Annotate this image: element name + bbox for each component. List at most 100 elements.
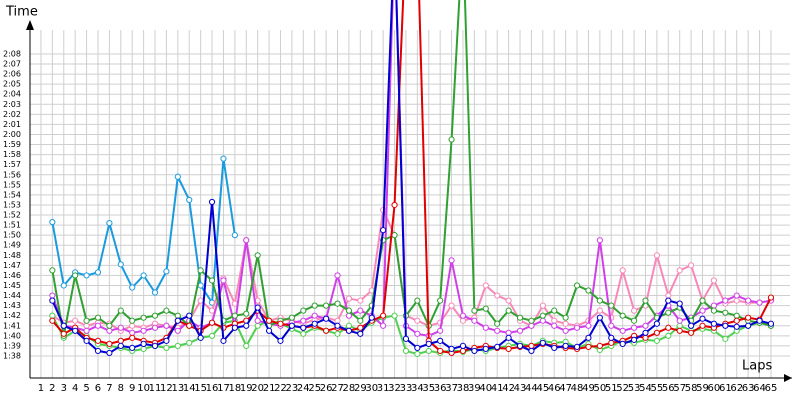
- data-point: [357, 324, 364, 331]
- data-point: [186, 339, 193, 346]
- data-point: [94, 347, 102, 355]
- data-point: [174, 327, 181, 334]
- data-point: [220, 155, 227, 162]
- y-tick-label: 1:55: [3, 180, 21, 189]
- data-point: [323, 327, 330, 334]
- data-point: [562, 314, 569, 321]
- data-point: [676, 300, 683, 307]
- data-point: [471, 307, 478, 314]
- data-point: [710, 302, 718, 309]
- x-tick-label: 59: [696, 383, 709, 394]
- data-point: [334, 317, 341, 324]
- data-point: [357, 307, 364, 314]
- x-tick-label: 1: [38, 383, 44, 394]
- data-point: [208, 277, 216, 284]
- y-axis-arrow: [26, 20, 34, 30]
- data-point: [414, 330, 421, 337]
- data-point: [414, 350, 421, 358]
- data-point: [482, 305, 489, 312]
- y-tick-label: 1:39: [3, 341, 21, 350]
- x-tick-label: 14: [183, 383, 196, 394]
- data-point: [323, 315, 330, 322]
- data-point: [83, 272, 90, 279]
- data-point: [49, 297, 56, 304]
- data-point: [539, 339, 546, 346]
- x-tick-label: 52: [616, 383, 629, 394]
- y-axis-label: Time: [5, 5, 38, 20]
- x-tick-label: 50: [593, 383, 606, 394]
- data-point: [733, 312, 740, 319]
- y-tick-label: 1:57: [3, 160, 21, 169]
- data-point: [494, 292, 501, 299]
- y-tick-label: 1:47: [3, 261, 21, 270]
- x-tick-label: 63: [742, 383, 755, 394]
- x-tick-label: 7: [106, 383, 112, 394]
- data-point: [345, 312, 353, 319]
- y-tick-label: 1:45: [3, 281, 21, 290]
- data-point: [596, 342, 603, 349]
- data-point: [208, 198, 216, 206]
- data-point: [334, 330, 341, 337]
- data-point: [49, 218, 56, 226]
- x-tick-label: 8: [118, 383, 124, 394]
- data-point: [311, 312, 318, 319]
- x-tick-label: 30: [365, 383, 378, 394]
- data-point: [60, 330, 67, 337]
- data-point: [140, 314, 147, 321]
- x-tick-label: 31: [377, 383, 390, 394]
- x-tick-label: 57: [673, 383, 686, 394]
- data-point: [630, 317, 638, 324]
- x-tick-label: 15: [194, 383, 207, 394]
- x-tick-label: 43: [514, 383, 527, 394]
- data-point: [596, 297, 603, 304]
- data-point: [562, 342, 569, 349]
- data-point: [254, 304, 261, 311]
- data-point: [459, 342, 467, 349]
- data-point: [106, 349, 113, 357]
- data-point: [129, 344, 136, 352]
- data-point: [733, 317, 740, 324]
- data-point: [733, 323, 740, 330]
- y-tick-label: 1:41: [3, 321, 21, 330]
- y-tick-label: 2:04: [3, 90, 21, 99]
- data-point: [437, 337, 444, 344]
- x-tick-label: 6: [95, 383, 101, 394]
- data-point: [505, 334, 512, 341]
- data-point: [288, 314, 295, 321]
- data-point: [448, 136, 455, 143]
- y-tick-label: 1:42: [3, 311, 21, 320]
- data-point: [163, 268, 170, 275]
- data-point: [243, 310, 250, 317]
- x-tick-label: 28: [343, 383, 356, 394]
- data-point: [277, 337, 284, 344]
- data-point: [49, 292, 56, 299]
- data-point: [94, 314, 102, 321]
- data-point: [129, 317, 136, 324]
- y-tick-label: 2:06: [3, 70, 21, 79]
- x-tick-label: 19: [240, 383, 253, 394]
- y-tick-label: 1:56: [3, 170, 21, 179]
- x-tick-label: 16: [206, 383, 219, 394]
- data-point: [482, 324, 489, 331]
- data-point: [688, 329, 695, 336]
- x-tick-label: 56: [662, 383, 675, 394]
- data-point: [117, 324, 124, 331]
- data-point: [505, 329, 512, 336]
- data-point: [494, 327, 501, 334]
- data-point: [174, 342, 181, 349]
- data-point: [117, 342, 124, 349]
- data-point: [699, 315, 706, 322]
- data-point: [174, 317, 181, 324]
- data-point: [186, 322, 193, 329]
- x-tick-label: 26: [320, 383, 333, 394]
- data-point: [83, 327, 90, 334]
- y-tick-label: 1:50: [3, 231, 21, 240]
- series-line: [51, 0, 772, 354]
- data-point: [220, 337, 227, 344]
- data-point: [231, 324, 238, 331]
- data-point: [528, 342, 535, 349]
- data-point: [585, 287, 592, 294]
- x-tick-label: 45: [536, 383, 549, 394]
- data-point: [699, 297, 706, 304]
- series-line: [51, 0, 772, 337]
